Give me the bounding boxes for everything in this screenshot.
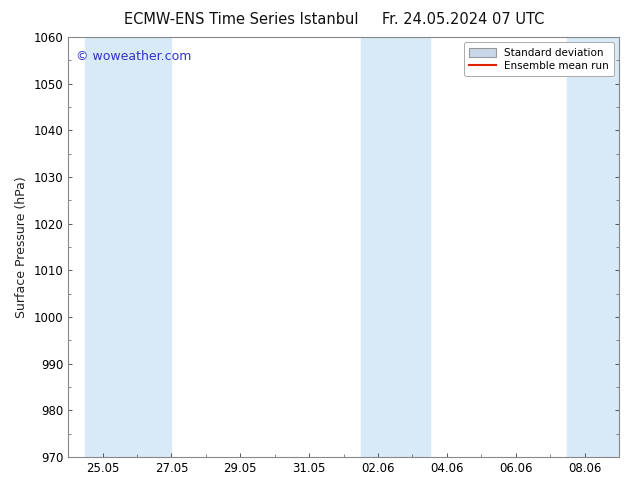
Text: ECMW-ENS Time Series Istanbul: ECMW-ENS Time Series Istanbul — [124, 12, 358, 27]
Text: Fr. 24.05.2024 07 UTC: Fr. 24.05.2024 07 UTC — [382, 12, 544, 27]
Bar — [567, 37, 619, 457]
Legend: Standard deviation, Ensemble mean run: Standard deviation, Ensemble mean run — [464, 42, 614, 76]
Text: © woweather.com: © woweather.com — [77, 50, 192, 63]
Bar — [361, 37, 430, 457]
Y-axis label: Surface Pressure (hPa): Surface Pressure (hPa) — [15, 176, 28, 318]
Bar — [86, 37, 171, 457]
